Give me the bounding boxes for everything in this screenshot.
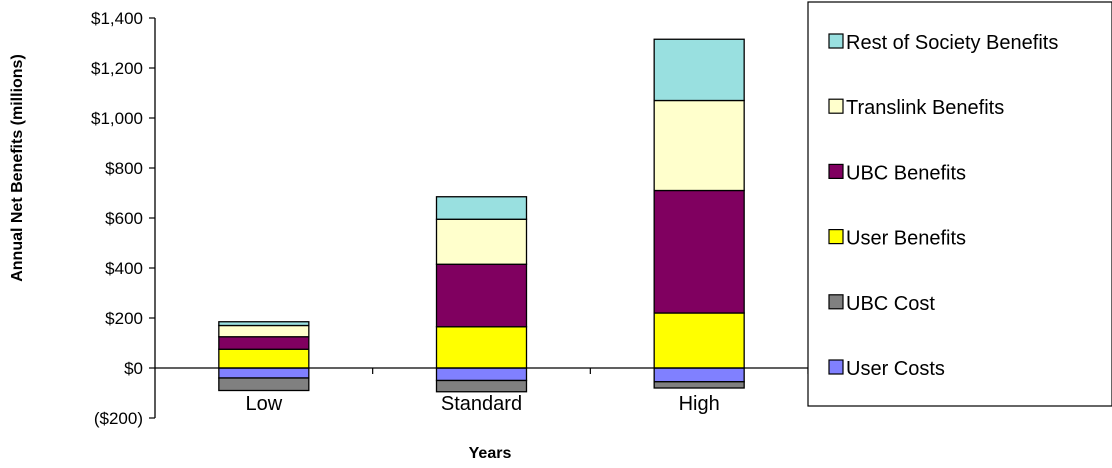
y-tick-label: $1,400 [91, 9, 143, 28]
legend-swatch-rest-of-society-benefits [828, 33, 844, 49]
bar-segment-high-user-costs [653, 367, 745, 383]
x-category-label: Standard [441, 393, 522, 415]
bars [218, 38, 745, 393]
bar-segment-standard-user-benefits [435, 326, 528, 369]
bar-segment-high-ubc-cost [653, 381, 745, 389]
bar-segment-standard-ubc-benefits [435, 263, 528, 328]
legend-label-user-costs: User Costs [846, 358, 945, 380]
bar-segment-standard-user-costs [435, 367, 528, 382]
x-axis: Low Standard High [155, 367, 809, 415]
legend-swatch-ubc-benefits [828, 163, 844, 179]
bar-segment-low-rest-of-society-benefits [218, 321, 310, 327]
legend-swatch-user-benefits [828, 229, 844, 245]
x-category-label: Low [245, 393, 282, 415]
y-tick-label: $0 [124, 359, 143, 378]
bar-segment-standard-ubc-cost [435, 379, 528, 393]
legend-swatch-ubc-cost [828, 294, 844, 310]
bar-segment-high-ubc-benefits [653, 189, 745, 314]
legend-swatch-translink-benefits [828, 98, 844, 114]
bar-segment-high-user-benefits [653, 312, 745, 369]
bar-segment-low-user-costs [218, 367, 310, 379]
legend-label-ubc-cost: UBC Cost [846, 293, 935, 315]
y-tick-label: $800 [105, 159, 143, 178]
y-tick-label: $1,200 [91, 59, 143, 78]
bar-segment-low-user-benefits [218, 348, 310, 369]
bar-segment-low-translink-benefits [218, 324, 310, 338]
bar-segment-standard-translink-benefits [435, 218, 528, 265]
legend-label-user-benefits: User Benefits [846, 228, 966, 250]
bar-segment-high-translink-benefits [653, 99, 745, 192]
bar-segment-high-rest-of-society-benefits [653, 38, 745, 102]
legend-label-ubc-benefits: UBC Benefits [846, 162, 966, 184]
y-axis: ($200) $0 $200 $400 $600 $800 $1,000 $1,200 $1,4… [91, 9, 156, 428]
y-tick-label: ($200) [94, 409, 143, 428]
y-tick-label: $200 [105, 309, 143, 328]
y-axis-title: Annual Net Benefits (millions) [9, 54, 26, 282]
y-tick-label: $1,000 [91, 109, 143, 128]
x-axis-title: Years [469, 445, 512, 462]
y-tick-label: $400 [105, 259, 143, 278]
bar-segment-standard-rest-of-society-benefits [435, 196, 528, 220]
bar-segment-low-ubc-cost [218, 377, 310, 392]
x-category-label: High [679, 393, 720, 415]
legend-label-translink-benefits: Translink Benefits [846, 97, 1004, 119]
legend: Rest of Society Benefits Translink Benefi… [807, 1, 1112, 407]
y-tick-label: $600 [105, 209, 143, 228]
legend-swatch-user-costs [828, 359, 844, 375]
legend-box [807, 1, 1112, 407]
legend-label-rest-of-society-benefits: Rest of Society Benefits [846, 32, 1058, 54]
bar-segment-low-ubc-benefits [218, 336, 310, 350]
